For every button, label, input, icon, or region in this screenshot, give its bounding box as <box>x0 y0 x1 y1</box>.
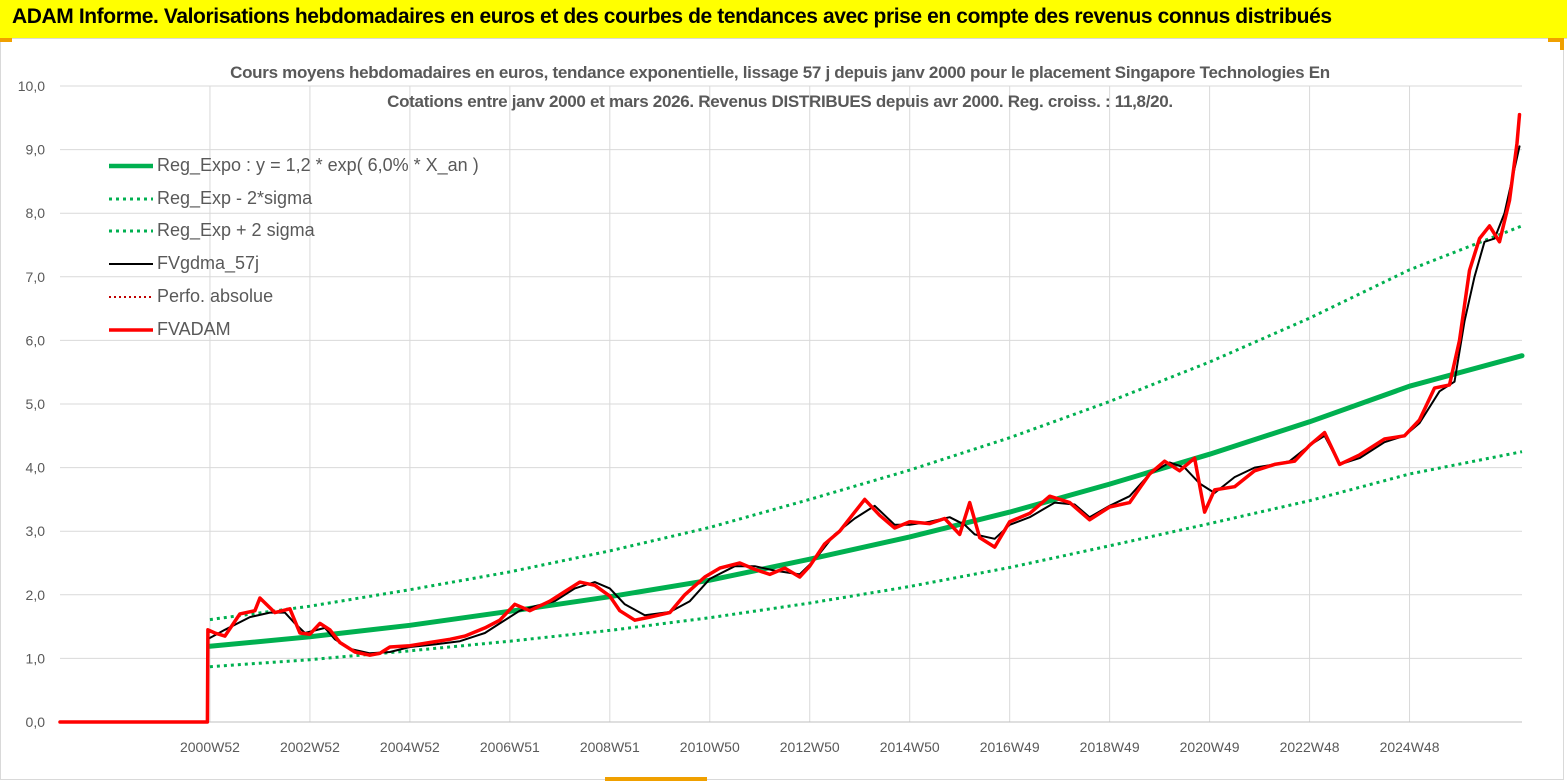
legend-label: Reg_Expo : y = 1,2 * exp( 6,0% * X_an ) <box>157 155 479 175</box>
legend-item: FVADAM <box>108 317 528 343</box>
y-tick-label: 1,0 <box>26 650 46 666</box>
legend-swatch <box>109 296 153 298</box>
x-tick-label: 2018W49 <box>1080 739 1140 755</box>
y-tick-label: 5,0 <box>26 396 46 412</box>
series-line-thick-solid <box>207 353 1525 649</box>
legend-item: Reg_Expo : y = 1,2 * exp( 6,0% * X_an ) <box>108 153 528 179</box>
bottom-accent <box>605 777 707 781</box>
y-tick-label: 3,0 <box>26 523 46 539</box>
legend-label: FVADAM <box>157 319 231 339</box>
series-line-dotted <box>209 224 1523 622</box>
x-tick-label: 2020W49 <box>1180 739 1240 755</box>
chart-title-line1: Cours moyens hebdomadaires en euros, ten… <box>230 63 1330 82</box>
report-title: ADAM Informe. Valorisations hebdomadaire… <box>12 5 1332 28</box>
legend-item: Perfo. absolue <box>108 284 528 310</box>
corner-accent-right <box>1548 38 1564 42</box>
chart-title-line2: Cotations entre janv 2000 et mars 2026. … <box>387 92 1173 111</box>
y-tick-label: 8,0 <box>26 205 46 221</box>
x-tick-label: 2016W49 <box>980 739 1040 755</box>
series-line-thick-solid-red <box>58 112 1522 724</box>
legend-label: Reg_Exp - 2*sigma <box>157 188 313 208</box>
corner-accent-right-side <box>1560 38 1564 50</box>
chart-frame <box>0 38 1564 780</box>
y-tick-label: 0,0 <box>26 714 46 730</box>
x-tick-label: 2006W51 <box>480 739 540 755</box>
y-tick-label: 7,0 <box>26 269 46 285</box>
legend-item: FVgdma_57j <box>108 251 528 277</box>
x-tick-label: 2010W50 <box>680 739 740 755</box>
x-tick-label: 2008W51 <box>580 739 640 755</box>
y-tick-label: 10,0 <box>18 78 45 94</box>
banner: ADAM Informe. Valorisations hebdomadaire… <box>0 0 1567 39</box>
x-tick-label: 2000W52 <box>180 739 240 755</box>
legend-label: Reg_Exp + 2 sigma <box>157 220 315 240</box>
y-tick-label: 4,0 <box>26 460 46 476</box>
y-tick-label: 2,0 <box>26 587 46 603</box>
legend-swatch <box>109 197 153 201</box>
legend-swatch <box>109 229 153 233</box>
legend-swatch <box>109 163 153 169</box>
x-tick-label: 2004W52 <box>380 739 440 755</box>
legend-swatch <box>109 263 153 265</box>
legend-swatch <box>109 328 153 332</box>
x-tick-label: 2024W48 <box>1380 739 1440 755</box>
legend-label: Perfo. absolue <box>157 286 274 306</box>
y-tick-label: 9,0 <box>26 142 46 158</box>
x-tick-label: 2014W50 <box>880 739 940 755</box>
series-line-dotted <box>209 450 1523 669</box>
x-tick-label: 2012W50 <box>780 739 840 755</box>
legend-label: FVgdma_57j <box>157 253 260 273</box>
y-tick-label: 6,0 <box>26 332 46 348</box>
corner-accent-left <box>0 38 12 42</box>
legend-item: Reg_Exp + 2 sigma <box>108 218 528 244</box>
legend-item: Reg_Exp - 2*sigma <box>108 186 528 212</box>
x-tick-label: 2002W52 <box>280 739 340 755</box>
x-tick-label: 2022W48 <box>1280 739 1340 755</box>
